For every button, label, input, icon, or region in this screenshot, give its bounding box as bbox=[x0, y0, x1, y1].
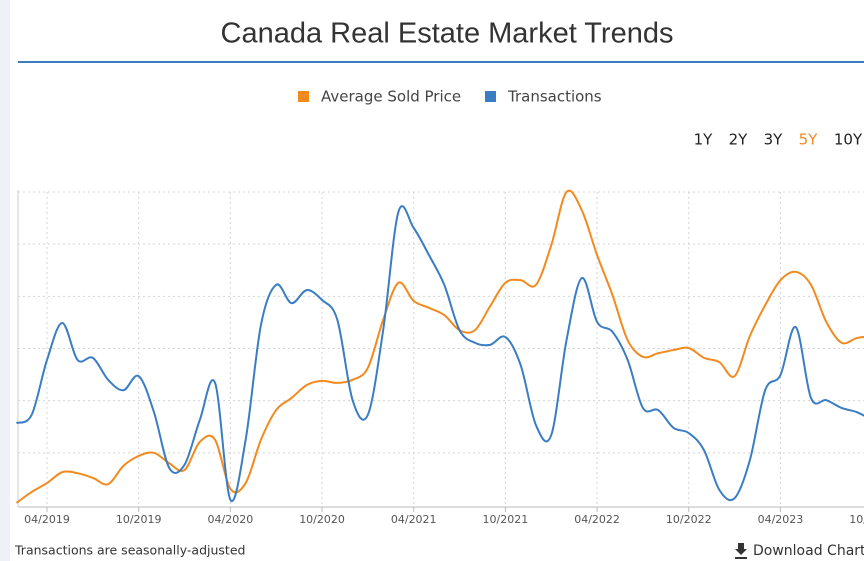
range-button[interactable]: 10Y bbox=[834, 131, 863, 149]
x-tick-label: 10/2019 bbox=[116, 513, 162, 526]
x-tick-label: 04/2022 bbox=[574, 513, 620, 526]
x-tick-label: 10/2022 bbox=[666, 513, 712, 526]
x-tick-label: 04/2023 bbox=[758, 513, 804, 526]
range-button[interactable]: 5Y bbox=[799, 131, 819, 149]
range-button[interactable]: 2Y bbox=[729, 131, 749, 149]
x-tick-label: 04/2021 bbox=[391, 513, 437, 526]
legend-label: Average Sold Price bbox=[321, 88, 461, 106]
legend-swatch bbox=[298, 91, 309, 102]
chart-title: Canada Real Estate Market Trends bbox=[221, 18, 674, 50]
x-tick-label: 04/2020 bbox=[208, 513, 254, 526]
sidebar-edge bbox=[0, 0, 10, 561]
range-button[interactable]: 1Y bbox=[694, 131, 714, 149]
legend-swatch bbox=[485, 91, 496, 102]
x-tick-label: 10/2023 bbox=[849, 513, 864, 526]
series-line bbox=[15, 189, 864, 504]
x-tick-label: 04/2019 bbox=[24, 513, 70, 526]
series-line bbox=[15, 205, 864, 503]
range-button[interactable]: 3Y bbox=[764, 131, 784, 149]
download-icon bbox=[735, 543, 747, 559]
download-label[interactable]: Download Chart bbox=[753, 543, 864, 559]
x-tick-label: 10/2020 bbox=[299, 513, 345, 526]
legend-label: Transactions bbox=[507, 88, 602, 106]
x-tick-label: 10/2021 bbox=[483, 513, 529, 526]
footnote: Transactions are seasonally-adjusted bbox=[14, 543, 245, 558]
download-button[interactable]: Download Chart bbox=[735, 543, 864, 559]
